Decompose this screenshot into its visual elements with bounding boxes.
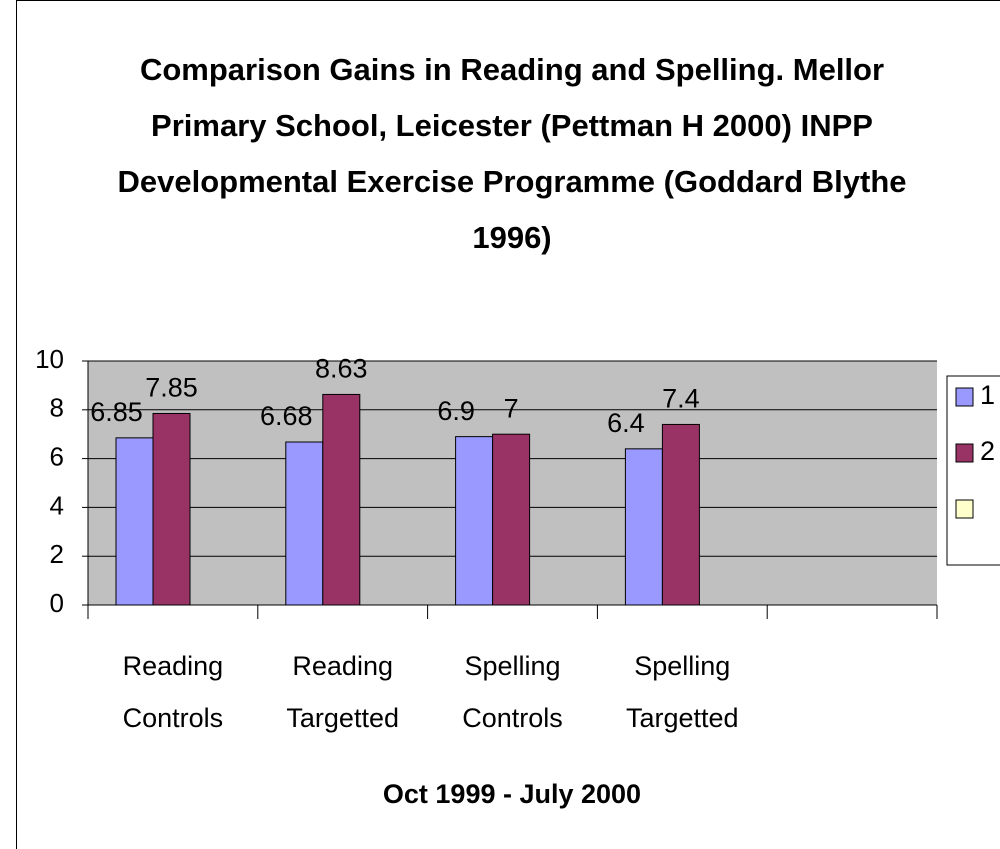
- bar: [455, 436, 494, 606]
- legend-label: 2: [980, 436, 995, 466]
- x-tick-label: Reading Controls: [123, 651, 224, 733]
- value-label: 7.4: [662, 384, 700, 414]
- y-tick-label: 10: [35, 344, 64, 374]
- y-tick-label: 6: [50, 441, 64, 471]
- bar: [322, 393, 361, 606]
- x-tick-label: Spelling Targetted: [626, 651, 739, 733]
- legend-box: [946, 375, 1000, 566]
- value-label: 8.63: [315, 354, 368, 384]
- bar: [492, 433, 531, 606]
- value-label: 6.4: [607, 408, 645, 438]
- x-tick-label: Spelling Controls: [462, 651, 563, 733]
- bar: [152, 412, 191, 606]
- value-label: 6.85: [90, 397, 143, 427]
- bar: [285, 441, 324, 606]
- y-tick-label: 2: [50, 539, 64, 569]
- legend-swatch: [955, 443, 974, 463]
- legend-swatch: [955, 387, 974, 407]
- y-tick-label: 8: [50, 393, 64, 423]
- bar: [624, 448, 663, 606]
- x-tick-label: Reading Targetted: [286, 651, 399, 733]
- value-label: 6.68: [260, 401, 313, 431]
- bar: [661, 423, 700, 606]
- value-label: 6.9: [437, 396, 475, 426]
- x-axis-label: Oct 1999 - July 2000: [383, 779, 641, 809]
- value-label: 7.85: [145, 373, 198, 403]
- chart-title: Comparison Gains in Reading and Spelling…: [117, 52, 907, 255]
- legend-swatch: [955, 499, 974, 519]
- y-tick-label: 4: [50, 490, 64, 520]
- y-tick-label: 0: [50, 588, 64, 618]
- legend-label: 1: [980, 380, 995, 410]
- value-label: 7: [504, 393, 519, 423]
- chart-border: [16, 0, 1000, 849]
- bar: [115, 437, 154, 606]
